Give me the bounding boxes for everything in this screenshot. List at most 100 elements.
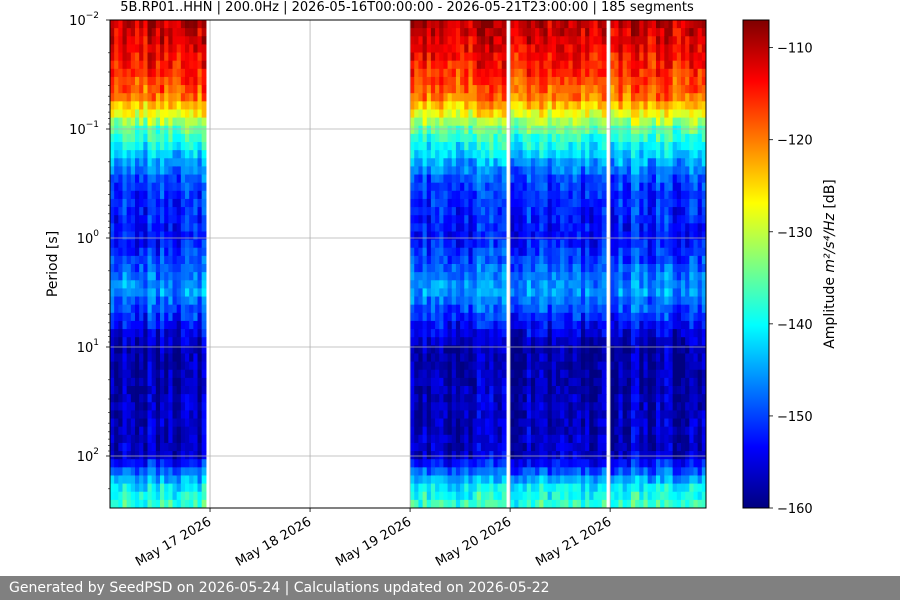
heatmap-cell — [501, 304, 507, 314]
heatmap-cell — [639, 304, 645, 314]
heatmap-cell — [443, 491, 449, 501]
heatmap-cell — [576, 85, 582, 94]
heatmap-cell — [180, 182, 186, 192]
heatmap-cell — [585, 182, 590, 192]
heatmap-cell — [151, 361, 157, 371]
heatmap-cell — [610, 345, 615, 355]
heatmap-cell — [476, 312, 482, 322]
heatmap-cell — [110, 182, 115, 192]
heatmap-cell — [572, 304, 578, 314]
heatmap-cell — [155, 288, 161, 298]
heatmap-cell — [480, 60, 486, 70]
heatmap-cell — [172, 272, 178, 281]
heatmap-cell — [147, 182, 153, 192]
heatmap-cell — [201, 320, 207, 330]
heatmap-cell — [555, 483, 561, 493]
heatmap-cell — [126, 158, 132, 167]
heatmap-cell — [139, 410, 144, 420]
heatmap-cell — [460, 93, 465, 102]
heatmap-cell — [118, 394, 124, 403]
heatmap-cell — [472, 426, 478, 436]
heatmap-cell — [110, 345, 115, 355]
heatmap-cell — [560, 264, 565, 273]
heatmap-cell — [447, 280, 453, 289]
heatmap-cell — [493, 312, 499, 322]
heatmap-cell — [430, 475, 436, 485]
heatmap-cell — [118, 483, 124, 493]
heatmap-cell — [139, 150, 144, 159]
heatmap-cell — [522, 296, 528, 306]
heatmap-cell — [580, 361, 586, 371]
heatmap-cell — [543, 52, 549, 62]
heatmap-cell — [143, 467, 149, 477]
heatmap-cell — [455, 247, 461, 257]
heatmap-cell — [176, 255, 182, 265]
heatmap-cell — [510, 36, 515, 45]
heatmap-cell — [510, 190, 515, 200]
heatmap-cell — [160, 386, 165, 395]
heatmap-cell — [655, 394, 661, 403]
heatmap-cell — [135, 377, 140, 387]
heatmap-cell — [489, 28, 495, 37]
heatmap-cell — [197, 483, 203, 493]
heatmap-cell — [585, 475, 590, 485]
heatmap-cell — [514, 182, 520, 192]
heatmap-cell — [560, 239, 565, 249]
heatmap-cell — [539, 198, 545, 208]
heatmap-cell — [539, 386, 545, 395]
heatmap-cell — [514, 117, 520, 127]
heatmap-cell — [530, 101, 536, 111]
heatmap-cell — [155, 223, 161, 233]
heatmap-cell — [576, 142, 582, 151]
heatmap-cell — [114, 36, 119, 45]
heatmap-cell — [530, 198, 536, 208]
heatmap-cell — [580, 386, 586, 395]
heatmap-cell — [430, 101, 436, 111]
heatmap-cell — [414, 190, 420, 200]
heatmap-cell — [476, 190, 482, 200]
heatmap-cell — [622, 491, 628, 501]
heatmap-cell — [455, 434, 461, 444]
heatmap-cell — [130, 312, 136, 322]
heatmap-cell — [143, 223, 149, 233]
heatmap-cell — [139, 288, 144, 298]
heatmap-cell — [485, 117, 490, 127]
heatmap-cell — [193, 272, 199, 281]
heatmap-cell — [130, 353, 136, 363]
heatmap-cell — [660, 353, 665, 363]
heatmap-cell — [139, 68, 144, 78]
heatmap-cell — [160, 207, 165, 216]
heatmap-cell — [447, 76, 453, 86]
heatmap-cell — [435, 190, 440, 200]
heatmap-cell — [476, 150, 482, 159]
heatmap-cell — [172, 109, 178, 119]
heatmap-cell — [443, 410, 449, 420]
heatmap-cell — [489, 410, 495, 420]
heatmap-cell — [172, 442, 178, 452]
heatmap-cell — [168, 320, 174, 330]
heatmap-cell — [572, 239, 578, 249]
heatmap-cell — [585, 117, 590, 127]
heatmap-cell — [180, 174, 186, 184]
heatmap-cell — [151, 499, 157, 508]
heatmap-cell — [526, 288, 532, 298]
heatmap-cell — [414, 426, 420, 436]
heatmap-cell — [530, 361, 536, 371]
heatmap-cell — [639, 296, 645, 306]
heatmap-cell — [514, 377, 520, 387]
heatmap-cell — [476, 68, 482, 78]
heatmap-cell — [414, 125, 420, 135]
heatmap-cell — [410, 231, 415, 241]
heatmap-cell — [147, 345, 153, 355]
heatmap-cell — [151, 296, 157, 306]
heatmap-cell — [189, 451, 194, 460]
heatmap-cell — [197, 28, 203, 37]
heatmap-cell — [551, 158, 557, 167]
heatmap-cell — [418, 312, 424, 322]
heatmap-cell — [539, 426, 545, 436]
heatmap-cell — [464, 215, 470, 224]
heatmap-cell — [418, 386, 424, 395]
heatmap-cell — [418, 231, 424, 241]
heatmap-cell — [585, 247, 590, 257]
heatmap-cell — [118, 166, 124, 176]
